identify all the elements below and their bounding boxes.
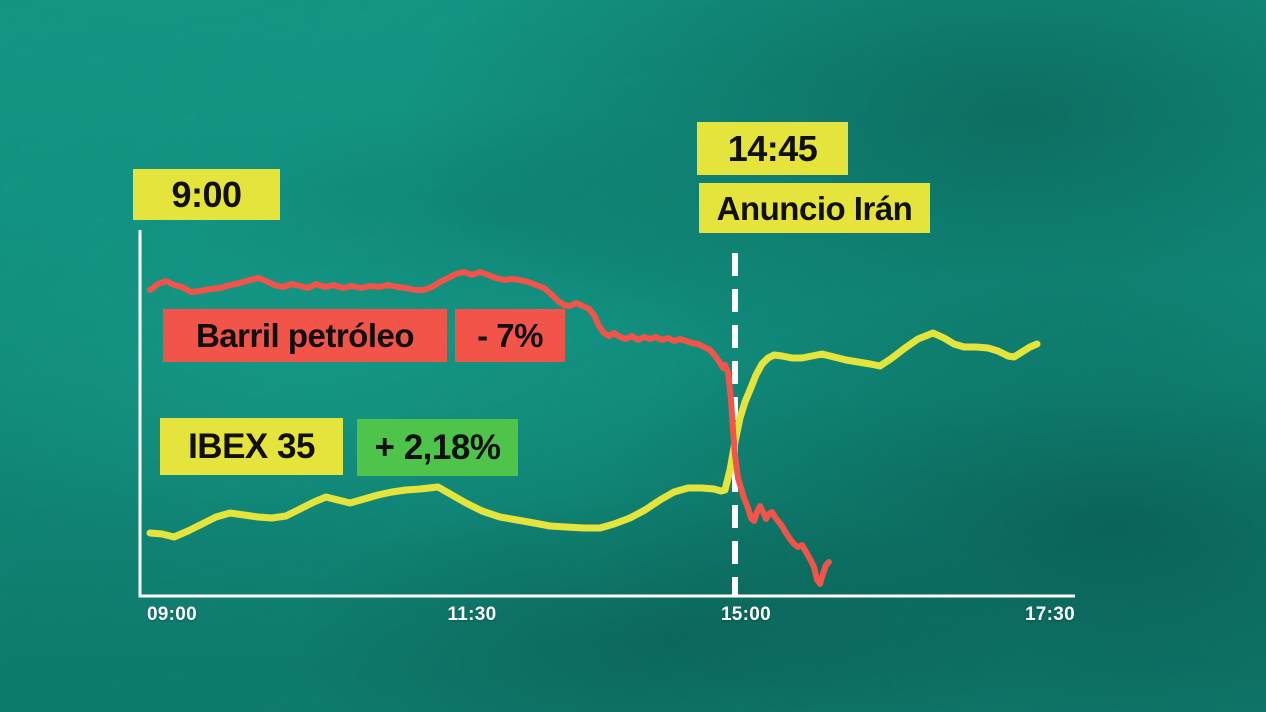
ibex-change-text: + 2,18% [374, 428, 501, 467]
ibex-series-text: IBEX 35 [188, 427, 315, 466]
event-name-text: Anuncio Irán [716, 189, 913, 227]
start-time-text: 9:00 [171, 173, 242, 215]
ibex-change-badge: + 2,18% [357, 419, 518, 476]
oil-series-text: Barril petróleo [195, 317, 415, 354]
oil-series-badge: Barril petróleo [163, 309, 447, 362]
axis-lines [138, 230, 1075, 598]
event-time-text: 14:45 [727, 127, 818, 169]
ibex-line [146, 329, 1041, 541]
oil-change-badge: - 7% [455, 309, 565, 362]
ibex-series-badge: IBEX 35 [160, 418, 343, 475]
oil-change-text: - 7% [477, 317, 543, 354]
event-time-badge: 14:45 [697, 122, 848, 175]
oil-price-line [147, 269, 832, 587]
event-name-badge: Anuncio Irán [699, 183, 930, 233]
start-time-badge: 9:00 [133, 169, 280, 220]
